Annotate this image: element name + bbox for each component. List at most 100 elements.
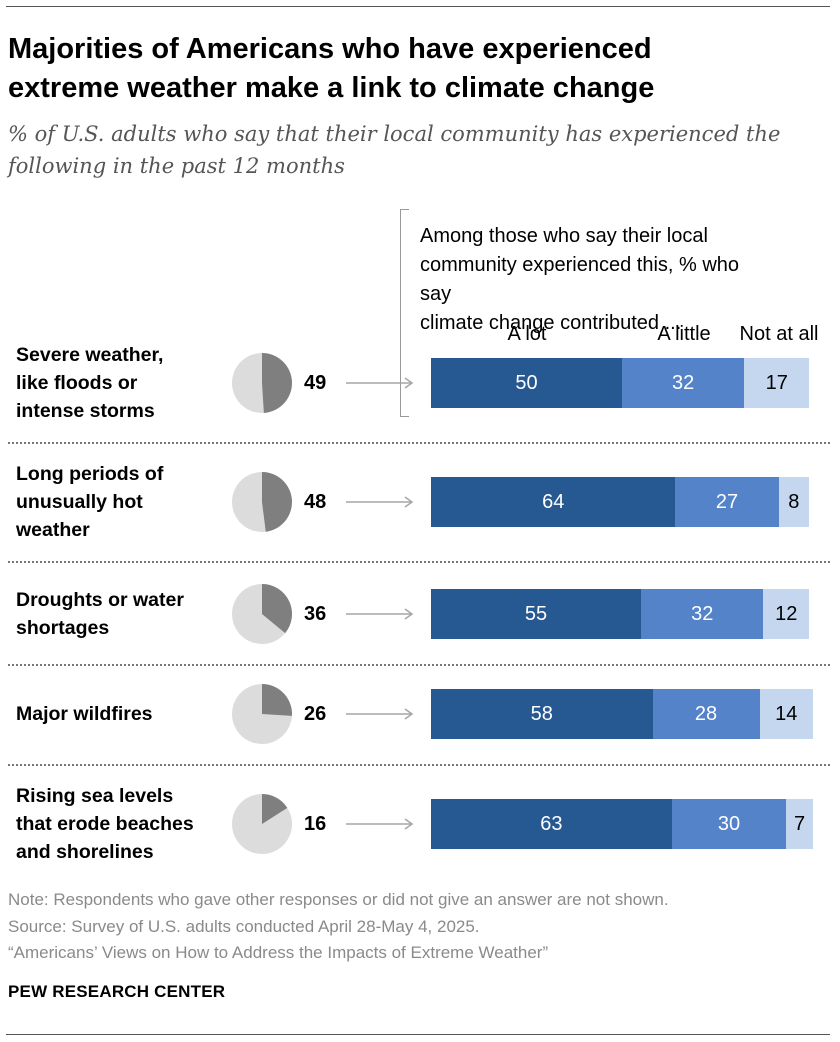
category-label-line: shortages [16, 617, 110, 639]
bar-segment-a-lot: 50 [431, 358, 622, 408]
bar-segment-a-little: 27 [675, 477, 779, 527]
chart-title: Majorities of Americans who have experie… [8, 30, 808, 108]
segment-value-label: 32 [691, 602, 714, 625]
segment-value-label: 63 [540, 812, 563, 835]
pie-chart [232, 684, 292, 744]
experienced-value: 26 [304, 703, 327, 725]
category-label-line: and shorelines [16, 841, 154, 863]
category-label-line: unusually hot [16, 491, 143, 513]
bracket-note: Among those who say their local communit… [420, 222, 760, 338]
segment-value-label: 17 [765, 371, 788, 394]
category-label-line: weather [16, 519, 90, 541]
title-line-1: Majorities of Americans who have experie… [8, 33, 652, 65]
segment-value-label: 50 [515, 371, 538, 394]
arrow-head [404, 608, 414, 620]
pie-chart [232, 794, 292, 854]
category-label-line: Rising sea levels [16, 785, 174, 807]
segment-value-label: 14 [775, 702, 798, 725]
segment-value-label: 64 [542, 490, 565, 513]
bracket [400, 209, 409, 417]
category-label-line: Major wildfires [16, 703, 153, 725]
category-label: Rising sea levels that erode beaches and s… [16, 782, 221, 866]
stacked-bar: 50 32 17 [431, 358, 813, 408]
segment-value-label: 7 [794, 812, 806, 835]
bar-segment-not-at-all: 14 [759, 689, 813, 739]
arrow-icon [346, 708, 414, 720]
experienced-value: 36 [304, 603, 327, 625]
arrow-head [404, 818, 414, 830]
stacked-bar: 55 32 12 [431, 589, 813, 639]
stacked-bar: 64 27 8 [431, 477, 813, 527]
subtitle-line-2: following in the past 12 months [8, 154, 345, 178]
bar-segment-a-lot: 63 [431, 799, 672, 849]
category-label-line: Severe weather, [16, 344, 164, 366]
bar-segment-a-lot: 58 [431, 689, 653, 739]
experienced-value: 49 [304, 372, 327, 394]
pie-slice [262, 584, 293, 634]
subtitle-line-1: % of U.S. adults who say that their loca… [8, 122, 781, 146]
bracket-note-line-1: Among those who say their local [420, 225, 708, 247]
bar-segment-a-little: 32 [641, 589, 764, 639]
arrow-icon [346, 818, 414, 830]
bar-segment-a-lot: 55 [431, 589, 642, 639]
category-label-line: like floods or [16, 372, 138, 394]
pie-chart [232, 472, 292, 532]
arrow-icon [346, 608, 414, 620]
arrow-head [404, 377, 414, 389]
arrow-head [404, 708, 414, 720]
segment-value-label: 28 [694, 702, 718, 725]
row-separator-0 [8, 442, 830, 444]
segment-value-label: 30 [717, 812, 741, 835]
pie-chart [232, 353, 292, 413]
pie-slice [262, 684, 292, 716]
column-header-1: A little [657, 323, 711, 345]
row-separator-1 [8, 561, 830, 563]
source-text: Source: Survey of U.S. adults conducted … [8, 916, 480, 936]
bar-segment-a-little: 28 [652, 689, 760, 739]
segment-value-label: 12 [775, 602, 798, 625]
report-title: “Americans’ Views on How to Address the … [8, 943, 549, 962]
segment-value-label: 8 [788, 490, 800, 513]
category-label-line: intense storms [16, 400, 155, 422]
category-label-line: that erode beaches [16, 813, 194, 835]
experienced-value: 16 [304, 813, 327, 835]
segment-value-label: 55 [524, 602, 548, 625]
bar-segment-not-at-all: 8 [778, 477, 810, 527]
bottom-rule [6, 1034, 830, 1035]
category-label: Long periods of unusually hot weather [16, 460, 221, 544]
arrow-icon [346, 377, 414, 389]
pie-slice [262, 472, 292, 532]
chart-notes: Note: Respondents who gave other respons… [8, 887, 828, 967]
pie-chart [232, 584, 293, 644]
stacked-bar: 63 30 7 [431, 799, 813, 849]
bar-segment-a-little: 32 [622, 358, 745, 408]
segment-value-label: 58 [530, 702, 553, 725]
pie-slice [262, 794, 288, 824]
bracket-note-line-3: climate change contributed ... [420, 312, 682, 334]
bar-segment-a-little: 30 [671, 799, 787, 849]
chart-subtitle: % of U.S. adults who say that their loca… [8, 118, 808, 182]
arrow-head [404, 496, 414, 508]
segment-value-label: 32 [671, 371, 695, 394]
category-label: Major wildfires [16, 700, 221, 728]
bar-segment-a-lot: 64 [431, 477, 676, 527]
bar-segment-not-at-all: 17 [744, 358, 810, 408]
top-rule [6, 6, 830, 7]
stacked-bar: 58 28 14 [431, 689, 813, 739]
bar-segment-not-at-all: 12 [763, 589, 810, 639]
row-separator-3 [8, 764, 830, 766]
segment-value-label: 27 [715, 490, 739, 513]
pie-slice [262, 353, 292, 413]
brand-label: PEW RESEARCH CENTER [8, 982, 226, 1001]
column-header-0: A lot [507, 323, 547, 345]
bar-segment-not-at-all: 7 [786, 799, 813, 849]
category-label: Severe weather, like floods or intense sto… [16, 341, 221, 425]
category-label: Droughts or water shortages [16, 586, 221, 642]
experienced-value: 48 [304, 491, 327, 513]
bracket-note-line-2: community experienced this, % who say [420, 254, 740, 305]
note-text: Note: Respondents who gave other respons… [8, 890, 669, 909]
title-line-2: extreme weather make a link to climate c… [8, 72, 655, 104]
row-separator-2 [8, 664, 830, 666]
column-header-2: Not at all [739, 323, 819, 345]
arrow-icon [346, 496, 414, 508]
